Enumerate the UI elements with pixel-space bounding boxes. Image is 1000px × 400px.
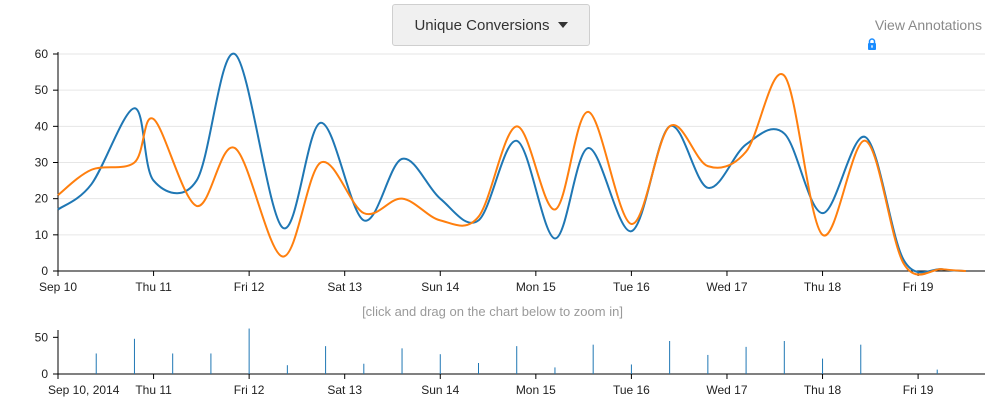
zoom-hint: [click and drag on the chart below to zo…: [362, 304, 623, 319]
overview-x-tick-label: Fri 12: [234, 383, 265, 397]
caret-down-icon: [557, 22, 568, 28]
overview-x-tick-label: Fri 19: [903, 383, 934, 397]
series-line-blue: [57, 52, 966, 274]
overview-x-tick-label: Sat 13: [327, 383, 362, 397]
y-tick-label: 60: [35, 47, 49, 61]
overview-y-tick-label: 50: [35, 330, 49, 344]
overview-x-tick-label: Sep 10, 2014: [48, 383, 120, 397]
overview-x-tick-label: Thu 18: [804, 383, 842, 397]
series-line-orange: [57, 73, 966, 276]
x-tick-label: Sat 13: [327, 280, 362, 294]
lock-icon[interactable]: [866, 38, 878, 50]
overview-x-tick-label: Sun 14: [421, 383, 459, 397]
x-tick-label: Mon 15: [516, 280, 556, 294]
overview-x-tick-label: Tue 16: [613, 383, 650, 397]
y-tick-label: 30: [35, 156, 49, 170]
x-tick-label: Sun 14: [421, 280, 459, 294]
x-tick-label: Fri 12: [234, 280, 265, 294]
y-tick-label: 50: [35, 83, 49, 97]
x-tick-label: Thu 18: [804, 280, 842, 294]
x-tick-label: Tue 16: [613, 280, 650, 294]
metric-dropdown[interactable]: Unique Conversions: [392, 4, 590, 46]
x-tick-label: Thu 11: [135, 280, 172, 294]
x-tick-label: Wed 17: [706, 280, 747, 294]
y-tick-label: 0: [41, 264, 48, 278]
y-tick-label: 20: [35, 192, 49, 206]
overview-x-tick-label: Thu 11: [135, 383, 172, 397]
y-tick-label: 40: [35, 119, 49, 133]
x-tick-label: Sep 10: [39, 280, 77, 294]
y-tick-label: 10: [35, 228, 49, 242]
overview-y-tick-label: 0: [41, 367, 48, 381]
overview-x-tick-label: Mon 15: [516, 383, 556, 397]
overview-x-tick-label: Wed 17: [706, 383, 747, 397]
metric-dropdown-label: Unique Conversions: [414, 16, 550, 34]
view-annotations-link[interactable]: View Annotations: [874, 17, 982, 33]
x-tick-label: Fri 19: [903, 280, 934, 294]
